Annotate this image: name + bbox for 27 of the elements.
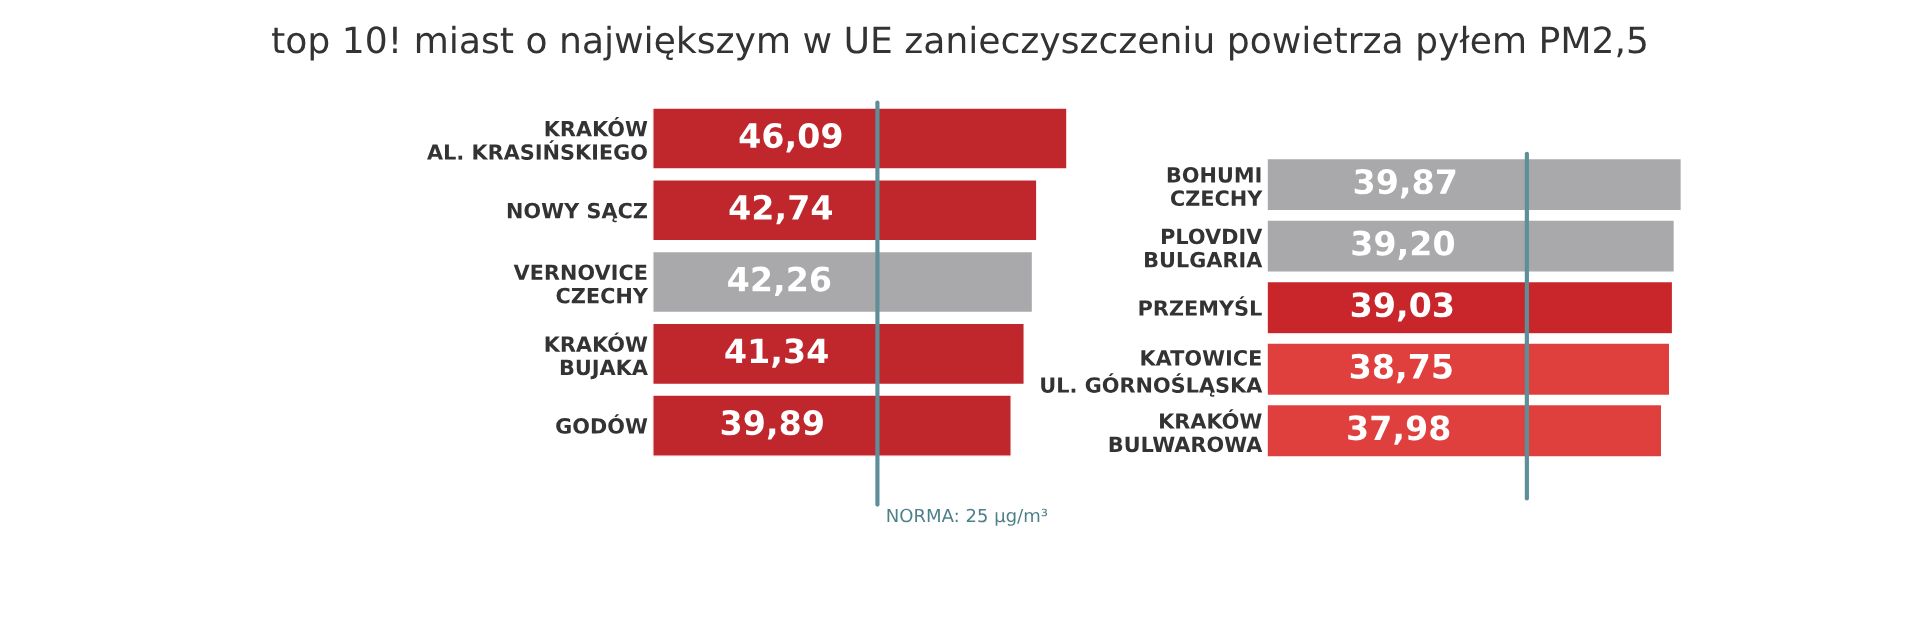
y-tick-label: GODÓW <box>556 414 648 434</box>
y-tick-label: PRZEMYŚL <box>1139 296 1262 316</box>
bar <box>652 250 1034 314</box>
data-label: 39,89 <box>721 410 823 440</box>
y-tick-label: VERNOVICE CZECHY <box>513 264 649 304</box>
y-tick-label: KRAKÓW AL. KRASIŃSKIEGO <box>427 117 648 160</box>
bar <box>652 322 1025 386</box>
data-label: 39,20 <box>1352 230 1455 261</box>
y-tick-label: NOWY SĄCZ <box>507 202 648 223</box>
data-label: 39,87 <box>1354 169 1456 199</box>
data-label: 37,98 <box>1348 415 1450 445</box>
data-label: 41,34 <box>725 338 828 368</box>
bar <box>652 394 1012 457</box>
bar <box>652 179 1038 242</box>
chart-title: top 10! miast o największym w UE zanieczyszczeniu powietrza pyłem PM2,5 <box>272 25 1646 61</box>
y-tick-label: PLOVDIV BULGARIA <box>1145 228 1263 268</box>
y-tick-label: KRAKÓW BUJAKA <box>545 332 648 380</box>
data-label: 39,03 <box>1351 292 1453 322</box>
bar <box>652 107 1068 170</box>
data-label: 38,75 <box>1350 353 1452 384</box>
y-tick-label: KRAKÓW BULWAROWA <box>1109 409 1263 453</box>
y-tick-label: BOHUMI CZECHY <box>1167 166 1263 207</box>
ref-line-label: NORMA: 25 µg/m³ <box>887 508 1048 526</box>
data-label: 42,26 <box>728 266 831 296</box>
data-label: 42,74 <box>729 194 832 225</box>
y-tick-label: KATOWICE UL. GÓRNOŚLĄSKA <box>1041 349 1263 397</box>
data-label: 46,09 <box>739 122 842 153</box>
